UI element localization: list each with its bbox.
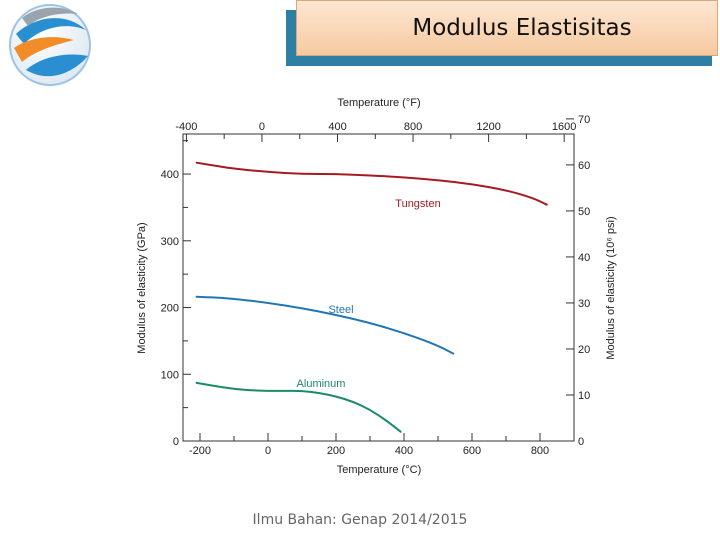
x2-tick-label: -400 (175, 121, 197, 133)
x-tick-label: 0 (265, 445, 271, 457)
y-tick-label: 0 (173, 436, 179, 448)
chart-labels: -200 0 200 400 600 800-400 0 400 800 1200 16000100… (161, 114, 591, 457)
page-title: Modulus Elastisitas (412, 15, 632, 41)
y2-tick-label: 20 (578, 344, 590, 356)
footer-text: Ilmu Bahan: Genap 2014/2015 (252, 512, 468, 528)
y2-tick-label: 10 (578, 390, 590, 402)
swirl-globe-logo-icon (9, 4, 91, 86)
y2-axis-label: Modulus of elasticity (10⁶ psi) (605, 216, 617, 359)
x-tick-label: 600 (463, 445, 481, 457)
y-axis-label: Modulus of elasticity (GPa) (136, 222, 148, 353)
y-tick-label: 200 (161, 303, 179, 315)
x2-tick-label: 400 (328, 121, 346, 133)
x2-tick-label: 800 (404, 121, 422, 133)
y-tick-label: 400 (161, 169, 179, 181)
x2-tick-label: 1200 (476, 121, 500, 133)
x-tick-label: 200 (327, 445, 345, 457)
y2-tick-label: 0 (578, 436, 584, 448)
series-label-tungsten: Tungsten (395, 198, 440, 210)
y-tick-label: 300 (161, 236, 179, 248)
x2-axis-label: Temperature (°F) (337, 97, 420, 109)
y2-tick-label: 30 (578, 298, 590, 310)
x2-tick-label: 1600 (552, 121, 576, 133)
chart-ticks (183, 118, 574, 442)
series-label-steel: Steel (328, 304, 353, 316)
y-tick-label: 100 (161, 369, 179, 381)
x2-tick-label: 0 (259, 121, 265, 133)
title-banner: Modulus Elastisitas (296, 0, 718, 56)
y2-tick-label: 70 (578, 114, 590, 126)
x-tick-label: -200 (189, 445, 211, 457)
chart-series (195, 161, 548, 433)
x-tick-label: 800 (531, 445, 549, 457)
series-label-aluminum: Aluminum (297, 378, 346, 390)
y2-tick-label: 40 (578, 252, 590, 264)
plot-frame (182, 133, 575, 442)
x-axis-label: Temperature (°C) (337, 464, 421, 476)
series-line-aluminum (195, 381, 402, 433)
x-tick-label: 400 (395, 445, 413, 457)
series-line-steel (195, 295, 455, 355)
y2-tick-label: 60 (578, 160, 590, 172)
y2-tick-label: 50 (578, 206, 590, 218)
series-line-tungsten (195, 161, 548, 206)
